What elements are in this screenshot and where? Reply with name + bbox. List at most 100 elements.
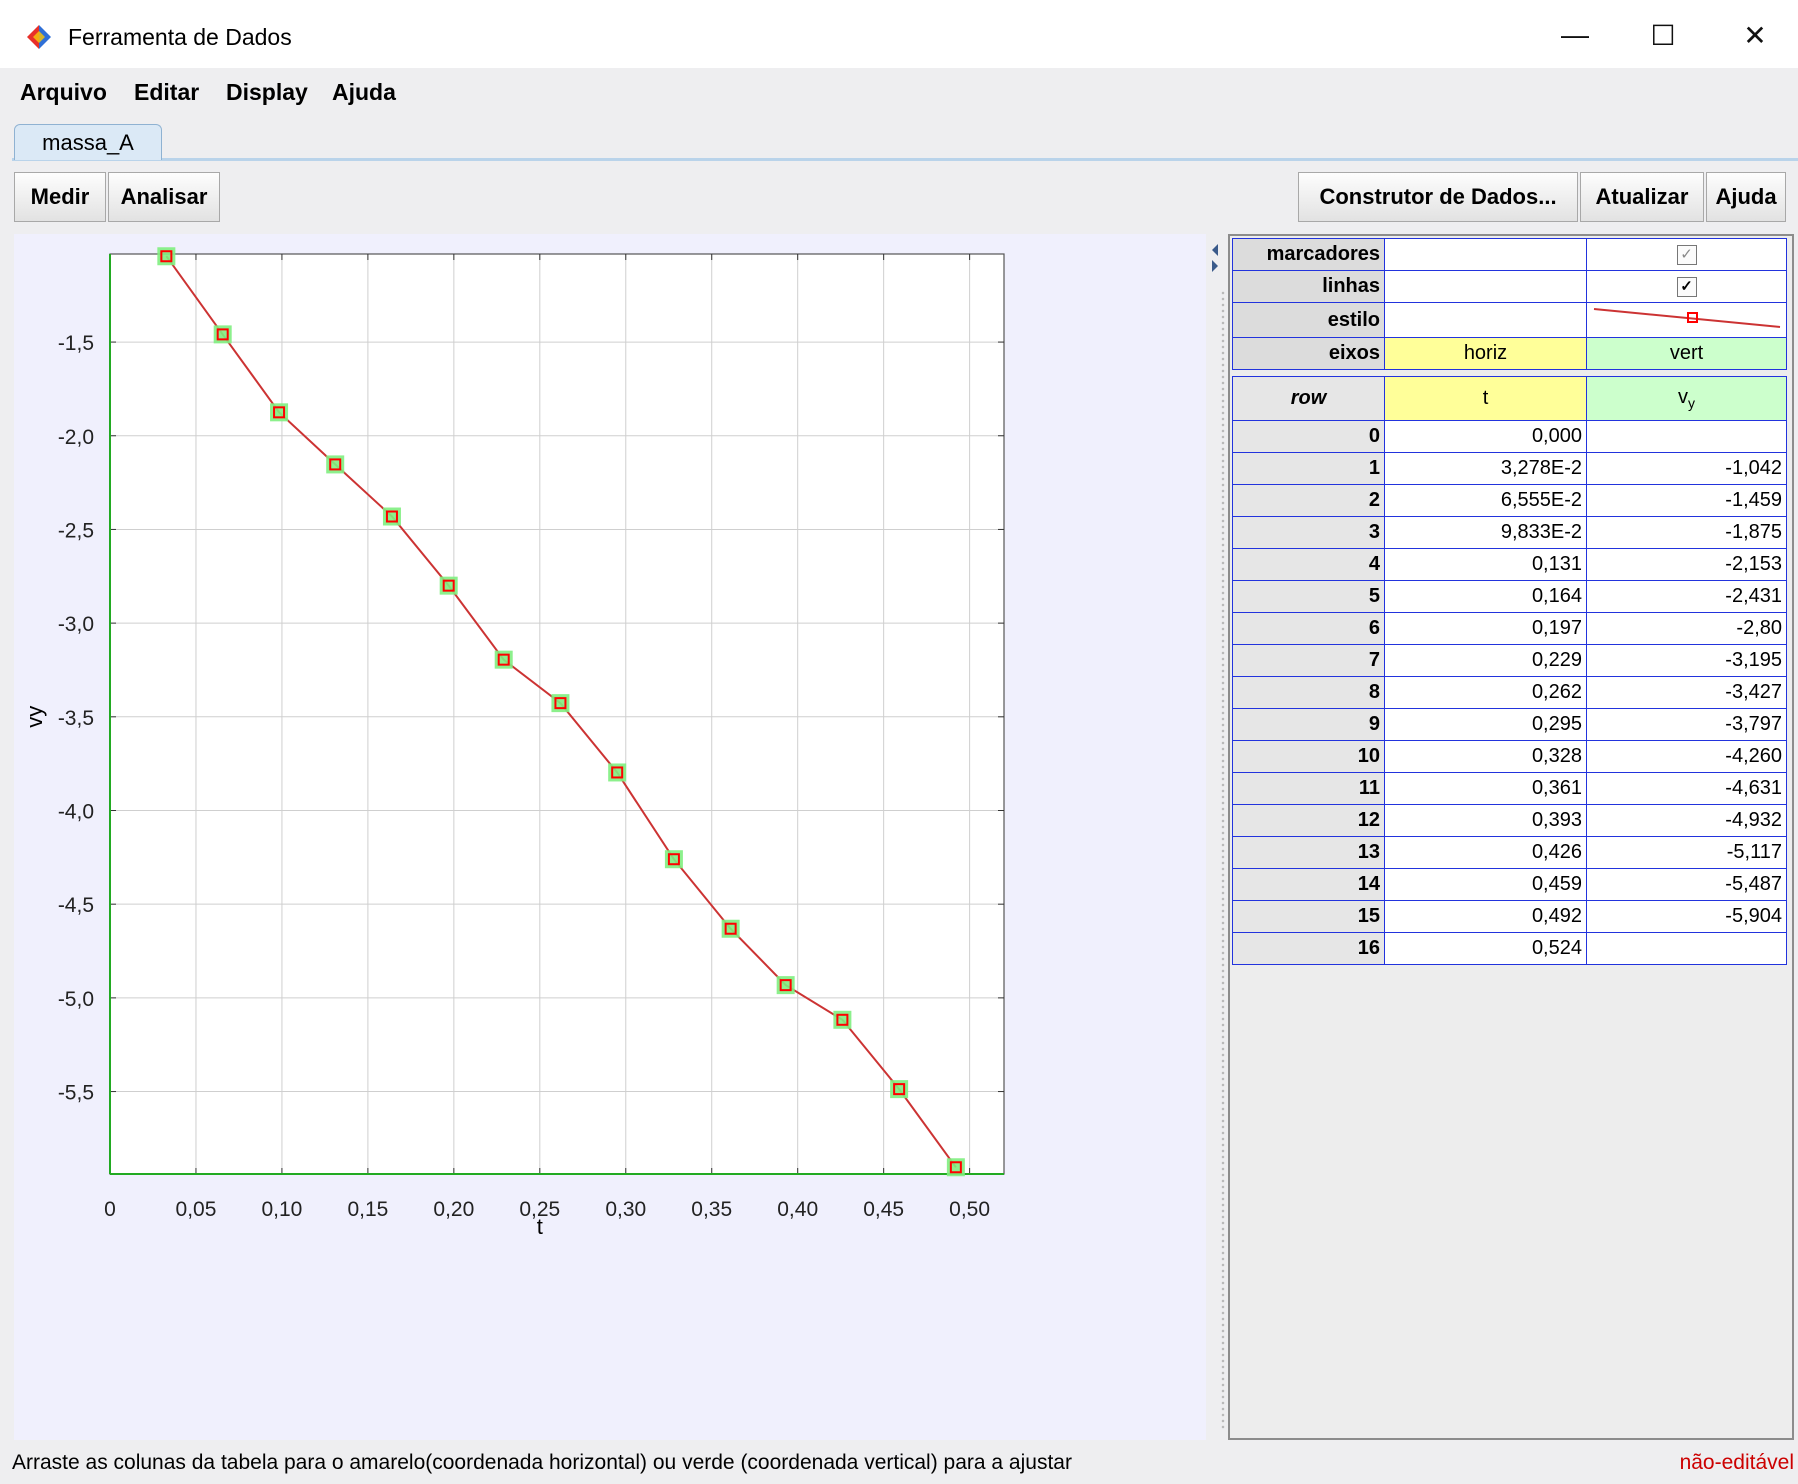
- t-cell[interactable]: 6,555E-2: [1384, 484, 1587, 517]
- table-row[interactable]: 5 0,164 -2,431: [1232, 580, 1787, 613]
- vy-cell[interactable]: -5,487: [1586, 868, 1787, 901]
- analyze-button[interactable]: Analisar: [108, 172, 220, 222]
- t-cell[interactable]: 0,492: [1384, 900, 1587, 933]
- vy-cell[interactable]: -3,797: [1586, 708, 1787, 741]
- vy-cell[interactable]: [1586, 932, 1787, 965]
- t-cell[interactable]: 0,262: [1384, 676, 1587, 709]
- minimize-button[interactable]: —: [1561, 19, 1589, 50]
- data-point[interactable]: [439, 576, 458, 595]
- table-row[interactable]: 11 0,361 -4,631: [1232, 772, 1787, 805]
- vy-cell[interactable]: -2,431: [1586, 580, 1787, 613]
- table-row[interactable]: 4 0,131 -2,153: [1232, 548, 1787, 581]
- data-point[interactable]: [608, 763, 627, 782]
- vy-cell[interactable]: -4,260: [1586, 740, 1787, 773]
- table-row[interactable]: 6 0,197 -2,80: [1232, 612, 1787, 645]
- t-cell[interactable]: 0,131: [1384, 548, 1587, 581]
- table-row[interactable]: 0 0,000: [1232, 420, 1787, 453]
- data-point[interactable]: [890, 1080, 909, 1099]
- vy-cell[interactable]: -4,631: [1586, 772, 1787, 805]
- menu-display[interactable]: Display: [226, 79, 308, 105]
- row-number-cell[interactable]: 7: [1232, 644, 1385, 677]
- data-point[interactable]: [946, 1158, 965, 1177]
- row-number-cell[interactable]: 0: [1232, 420, 1385, 453]
- t-cell[interactable]: 0,361: [1384, 772, 1587, 805]
- markers-checkbox-cell[interactable]: ✓: [1586, 238, 1787, 271]
- t-cell[interactable]: 0,000: [1384, 420, 1587, 453]
- vert-axis-cell[interactable]: vert: [1586, 337, 1787, 370]
- close-button[interactable]: ✕: [1743, 19, 1767, 51]
- markers-checkbox[interactable]: ✓: [1676, 244, 1697, 265]
- row-number-cell[interactable]: 1: [1232, 452, 1385, 485]
- table-row[interactable]: 15 0,492 -5,904: [1232, 900, 1787, 933]
- t-column-header[interactable]: t: [1384, 376, 1587, 421]
- table-row[interactable]: 2 6,555E-2 -1,459: [1232, 484, 1787, 517]
- data-point[interactable]: [382, 507, 401, 526]
- t-cell[interactable]: 0,524: [1384, 932, 1587, 965]
- menu-ajuda[interactable]: Ajuda: [332, 79, 396, 105]
- tab-massa-a[interactable]: massa_A: [14, 124, 162, 160]
- row-number-cell[interactable]: 10: [1232, 740, 1385, 773]
- vy-cell[interactable]: -4,932: [1586, 804, 1787, 837]
- row-number-cell[interactable]: 8: [1232, 676, 1385, 709]
- row-number-cell[interactable]: 15: [1232, 900, 1385, 933]
- row-number-cell[interactable]: 4: [1232, 548, 1385, 581]
- row-number-cell[interactable]: 12: [1232, 804, 1385, 837]
- vy-cell[interactable]: -1,875: [1586, 516, 1787, 549]
- table-row[interactable]: 16 0,524: [1232, 932, 1787, 965]
- table-row[interactable]: 8 0,262 -3,427: [1232, 676, 1787, 709]
- data-point[interactable]: [157, 247, 176, 266]
- row-number-cell[interactable]: 16: [1232, 932, 1385, 965]
- row-number-cell[interactable]: 13: [1232, 836, 1385, 869]
- data-table[interactable]: row t vy 0 0,000 1 3,278E-2 -1,042 2 6,555E-2-…: [1232, 376, 1787, 965]
- vy-cell[interactable]: -3,195: [1586, 644, 1787, 677]
- vy-cell[interactable]: -5,117: [1586, 836, 1787, 869]
- t-cell[interactable]: 3,278E-2: [1384, 452, 1587, 485]
- data-point[interactable]: [270, 403, 289, 422]
- t-cell[interactable]: 0,295: [1384, 708, 1587, 741]
- measure-button[interactable]: Medir: [14, 172, 106, 222]
- data-point[interactable]: [833, 1010, 852, 1029]
- table-row[interactable]: 13 0,426 -5,117: [1232, 836, 1787, 869]
- vy-cell[interactable]: -1,042: [1586, 452, 1787, 485]
- table-row[interactable]: 14 0,459 -5,487: [1232, 868, 1787, 901]
- menu-editar[interactable]: Editar: [134, 79, 200, 105]
- row-number-cell[interactable]: 6: [1232, 612, 1385, 645]
- table-row[interactable]: 7 0,229 -3,195: [1232, 644, 1787, 677]
- vy-cell[interactable]: [1586, 420, 1787, 453]
- t-cell[interactable]: 0,229: [1384, 644, 1587, 677]
- row-number-cell[interactable]: 14: [1232, 868, 1385, 901]
- row-number-cell[interactable]: 3: [1232, 516, 1385, 549]
- table-row[interactable]: 10 0,328 -4,260: [1232, 740, 1787, 773]
- row-number-cell[interactable]: 5: [1232, 580, 1385, 613]
- t-cell[interactable]: 0,426: [1384, 836, 1587, 869]
- vy-cell[interactable]: -2,153: [1586, 548, 1787, 581]
- maximize-button[interactable]: ☐: [1650, 19, 1676, 51]
- table-row[interactable]: 3 9,833E-2 -1,875: [1232, 516, 1787, 549]
- row-number-cell[interactable]: 11: [1232, 772, 1385, 805]
- data-point[interactable]: [326, 455, 345, 474]
- row-number-cell[interactable]: 9: [1232, 708, 1385, 741]
- table-row[interactable]: 12 0,393 -4,932: [1232, 804, 1787, 837]
- vy-cell[interactable]: -1,459: [1586, 484, 1787, 517]
- data-point[interactable]: [213, 325, 232, 344]
- data-point[interactable]: [551, 694, 570, 713]
- help-button[interactable]: Ajuda: [1706, 172, 1786, 222]
- data-point[interactable]: [721, 919, 740, 938]
- data-point[interactable]: [664, 850, 683, 869]
- data-builder-button[interactable]: Construtor de Dados...: [1298, 172, 1578, 222]
- chart[interactable]: 0 0,05 0,10 0,15 0,20 0,25 0,30 0,35 0,40 0,45 0,5…: [14, 234, 1206, 1440]
- vy-cell[interactable]: -3,427: [1586, 676, 1787, 709]
- vy-cell[interactable]: -2,80: [1586, 612, 1787, 645]
- t-cell[interactable]: 0,459: [1384, 868, 1587, 901]
- horiz-axis-cell[interactable]: horiz: [1384, 337, 1587, 370]
- data-point[interactable]: [494, 650, 513, 669]
- row-column-header[interactable]: row: [1232, 376, 1385, 421]
- t-cell[interactable]: 0,164: [1384, 580, 1587, 613]
- t-cell[interactable]: 0,328: [1384, 740, 1587, 773]
- table-row[interactable]: 1 3,278E-2 -1,042: [1232, 452, 1787, 485]
- row-number-cell[interactable]: 2: [1232, 484, 1385, 517]
- vy-column-header[interactable]: vy: [1586, 376, 1787, 421]
- refresh-button[interactable]: Atualizar: [1580, 172, 1704, 222]
- data-point[interactable]: [776, 976, 795, 995]
- table-row[interactable]: 9 0,295 -3,797: [1232, 708, 1787, 741]
